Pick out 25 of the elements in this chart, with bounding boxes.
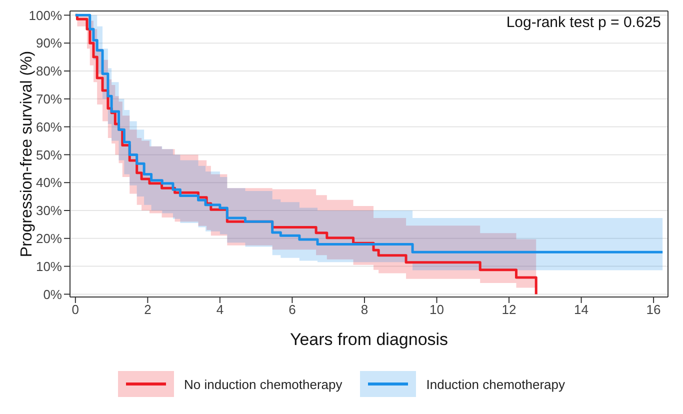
- x-tick-label: 8: [360, 302, 368, 318]
- y-tick-label: 40%: [36, 175, 62, 190]
- y-tick-label: 70%: [36, 92, 62, 107]
- legend-label: No induction chemotherapy: [184, 376, 342, 392]
- x-axis-title: Years from diagnosis: [290, 330, 448, 349]
- y-tick-label: 60%: [36, 119, 62, 134]
- x-tick-label: 2: [144, 302, 152, 318]
- y-tick-label: 30%: [36, 203, 62, 218]
- y-axis-title: Progression-free survival (%): [18, 50, 36, 258]
- y-tick-label: 80%: [36, 64, 62, 79]
- x-tick-label: 12: [502, 302, 516, 318]
- legend-label: Induction chemotherapy: [426, 376, 566, 392]
- y-tick-label: 100%: [28, 8, 62, 23]
- y-tick-label: 20%: [36, 231, 62, 246]
- x-tick-label: 10: [430, 302, 444, 318]
- y-tick-label: 50%: [36, 147, 62, 162]
- x-tick-label: 4: [216, 302, 224, 318]
- x-tick-label: 14: [574, 302, 589, 318]
- y-tick-label: 0%: [43, 286, 62, 302]
- y-tick-label: 90%: [36, 36, 62, 51]
- x-tick-label: 16: [646, 302, 661, 318]
- x-tick-label: 0: [72, 302, 80, 318]
- annotation: Log-rank test p = 0.625: [506, 14, 661, 31]
- x-tick-label: 6: [288, 302, 296, 318]
- y-tick-label: 10%: [36, 258, 62, 274]
